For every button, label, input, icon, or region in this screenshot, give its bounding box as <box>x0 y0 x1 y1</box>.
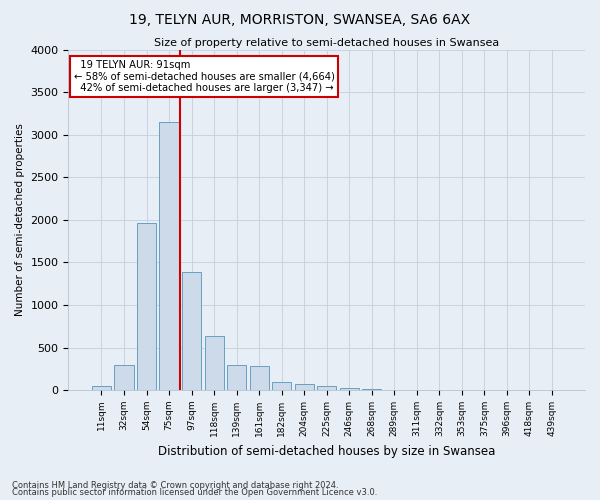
Bar <box>295 384 314 390</box>
Bar <box>205 336 224 390</box>
Bar <box>182 272 201 390</box>
Bar <box>92 386 111 390</box>
Bar <box>227 366 246 390</box>
Bar <box>317 386 336 390</box>
Text: 19, TELYN AUR, MORRISTON, SWANSEA, SA6 6AX: 19, TELYN AUR, MORRISTON, SWANSEA, SA6 6… <box>130 12 470 26</box>
Bar <box>115 364 134 390</box>
Bar <box>160 122 179 390</box>
Text: Contains HM Land Registry data © Crown copyright and database right 2024.: Contains HM Land Registry data © Crown c… <box>12 480 338 490</box>
Y-axis label: Number of semi-detached properties: Number of semi-detached properties <box>15 124 25 316</box>
Bar <box>250 366 269 390</box>
Title: Size of property relative to semi-detached houses in Swansea: Size of property relative to semi-detach… <box>154 38 499 48</box>
Text: Contains public sector information licensed under the Open Government Licence v3: Contains public sector information licen… <box>12 488 377 497</box>
Text: 19 TELYN AUR: 91sqm
← 58% of semi-detached houses are smaller (4,664)
  42% of s: 19 TELYN AUR: 91sqm ← 58% of semi-detach… <box>74 60 334 93</box>
Bar <box>272 382 291 390</box>
Bar <box>362 389 382 390</box>
Bar <box>340 388 359 390</box>
Bar <box>137 224 156 390</box>
X-axis label: Distribution of semi-detached houses by size in Swansea: Distribution of semi-detached houses by … <box>158 444 496 458</box>
